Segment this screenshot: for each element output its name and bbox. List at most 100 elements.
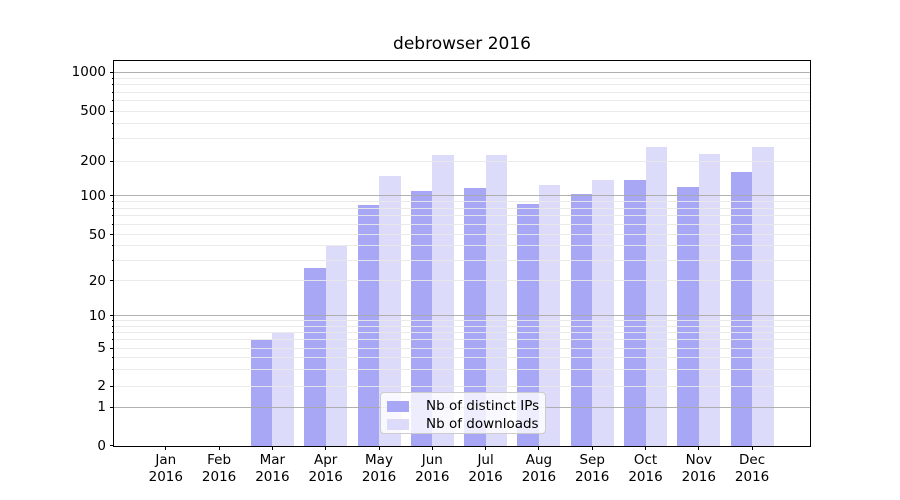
y-minor-tick-mark — [111, 320, 114, 322]
y-minor-tick-mark — [111, 356, 114, 358]
y-minor-tick-mark — [111, 223, 114, 225]
y-minor-tick-mark — [111, 84, 114, 86]
x-tick-label: Oct 2016 — [616, 452, 676, 486]
y-minor-tick-mark — [111, 100, 114, 102]
x-tick-month: Oct — [633, 452, 658, 468]
y-minor-tick-mark — [111, 215, 114, 217]
minor-gridline — [114, 91, 810, 93]
x-tick-mark — [165, 446, 167, 450]
y-minor-tick-mark — [111, 368, 114, 370]
major-gridline — [114, 71, 810, 73]
bar-distinct-ips — [570, 194, 593, 446]
x-tick-mark — [591, 446, 593, 450]
x-tick-label: Apr 2016 — [296, 452, 356, 486]
y-tick-label: 1 — [97, 399, 106, 416]
bar-downloads — [325, 246, 348, 446]
y-minor-tick-mark — [111, 259, 114, 261]
x-tick-year: 2016 — [361, 469, 397, 485]
minor-gridline — [114, 138, 810, 140]
bar-distinct-ips — [730, 172, 753, 446]
x-tick-mark — [378, 446, 380, 450]
bar-downloads — [752, 146, 774, 446]
minor-gridline — [114, 331, 810, 333]
bar-distinct-ips — [517, 203, 539, 446]
x-tick-label: Feb 2016 — [189, 452, 249, 486]
x-tick-label: Dec 2016 — [722, 452, 782, 486]
minor-gridline — [114, 160, 810, 162]
minor-gridline — [114, 215, 810, 217]
x-tick-year: 2016 — [415, 469, 450, 485]
minor-gridline — [114, 320, 810, 322]
minor-gridline — [114, 234, 810, 236]
y-minor-tick-mark — [111, 331, 114, 333]
bar-downloads — [645, 147, 667, 446]
minor-gridline — [114, 223, 810, 225]
minor-gridline — [114, 259, 810, 261]
light-blue-swatch — [387, 418, 409, 430]
x-tick-year: 2016 — [201, 469, 237, 485]
minor-gridline — [114, 325, 810, 327]
x-tick-label: Jun 2016 — [402, 452, 462, 486]
x-tick-label: Aug 2016 — [509, 452, 569, 486]
y-minor-tick-mark — [111, 325, 114, 327]
x-tick-year: 2016 — [628, 469, 663, 485]
minor-gridline — [114, 200, 810, 202]
bar-distinct-ips — [677, 186, 699, 446]
legend-label: Nb of downloads — [426, 416, 539, 432]
y-tick-mark — [110, 280, 114, 282]
y-tick-mark — [110, 347, 114, 349]
x-tick-mark — [271, 446, 273, 450]
y-minor-tick-mark — [111, 200, 114, 202]
x-tick-month: Aug — [525, 452, 553, 468]
x-tick-month: Sep — [579, 452, 605, 468]
x-tick-month: Mar — [259, 452, 286, 468]
x-tick-year: 2016 — [521, 469, 557, 485]
y-minor-tick-mark — [111, 207, 114, 209]
y-tick-label: 500 — [80, 103, 106, 119]
x-tick-year: 2016 — [468, 469, 503, 485]
minor-gridline — [114, 280, 810, 282]
minor-gridline — [114, 385, 810, 387]
chart-title: debrowser 2016 — [393, 34, 531, 54]
x-tick-label: Nov 2016 — [669, 452, 729, 486]
minor-gridline — [114, 245, 810, 247]
y-tick-label: 100 — [80, 187, 106, 204]
x-tick-mark — [485, 446, 487, 450]
major-gridline — [114, 315, 810, 317]
x-tick-year: 2016 — [734, 469, 770, 485]
minor-gridline — [114, 339, 810, 341]
y-tick-label: 0 — [97, 437, 106, 454]
bar-downloads — [272, 332, 294, 446]
y-tick-label: 50 — [88, 226, 106, 243]
y-tick-mark — [110, 406, 114, 408]
bar-distinct-ips — [410, 191, 433, 446]
minor-gridline — [114, 100, 810, 102]
y-minor-tick-mark — [111, 122, 114, 124]
y-tick-mark — [110, 195, 114, 196]
y-tick-label: 5 — [97, 340, 106, 357]
legend-item-distinct-ips: Nb of distinct IPs — [381, 397, 545, 415]
bar-distinct-ips — [624, 180, 646, 446]
y-minor-tick-mark — [111, 245, 114, 247]
minor-gridline — [114, 84, 810, 86]
bar-downloads — [432, 155, 454, 446]
x-tick-mark — [698, 446, 700, 450]
y-minor-tick-mark — [111, 339, 114, 341]
y-tick-label: 10 — [88, 307, 106, 324]
x-tick-year: 2016 — [255, 469, 290, 485]
x-tick-month: Feb — [207, 452, 232, 468]
minor-gridline — [114, 368, 810, 370]
x-tick-month: Nov — [685, 452, 712, 468]
y-tick-mark — [110, 445, 114, 446]
x-tick-label: May 2016 — [349, 452, 409, 486]
minor-gridline — [114, 122, 810, 124]
y-tick-mark — [110, 385, 114, 387]
minor-gridline — [114, 77, 810, 79]
y-tick-mark — [110, 110, 114, 112]
x-tick-month: May — [365, 452, 393, 468]
x-tick-label: Jan 2016 — [136, 452, 196, 486]
x-tick-mark — [325, 446, 327, 450]
x-tick-mark — [431, 446, 433, 450]
y-tick-label: 1000 — [71, 64, 106, 81]
x-tick-month: Jul — [477, 452, 494, 468]
